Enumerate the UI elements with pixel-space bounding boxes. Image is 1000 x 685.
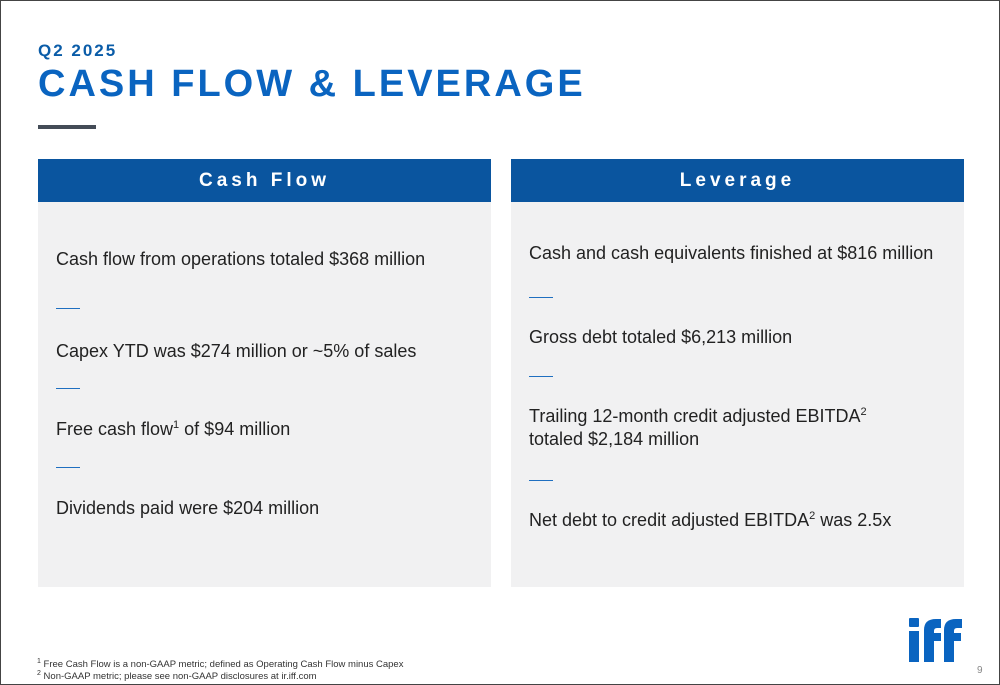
footnote-number: 2 [37,670,41,677]
separator [529,297,553,298]
leverage-item-ebitda: Trailing 12-month credit adjusted EBITDA… [529,405,946,451]
separator [56,308,80,309]
separator [529,480,553,481]
ebitda-amount: totaled $2,184 million [529,429,700,449]
leverage-panel: Leverage Cash and cash equivalents finis… [511,159,964,587]
footnote-number: 1 [37,658,41,665]
cash-flow-item-free-cash-flow: Free cash flow1 of $94 million [56,418,473,441]
separator [529,376,553,377]
net-debt-value: was 2.5x [815,510,892,530]
cash-flow-panel: Cash Flow Cash flow from operations tota… [38,159,491,587]
footnotes: 1 Free Cash Flow is a non-GAAP metric; d… [37,658,404,683]
leverage-heading: Leverage [511,159,964,202]
footnote-2: 2 Non-GAAP metric; please see non-GAAP d… [37,670,403,683]
footnote-text: Non-GAAP metric; please see non-GAAP dis… [40,671,317,682]
net-debt-text: Net debt to credit adjusted EBITDA [529,510,810,530]
cash-flow-item-capex: Capex YTD was $274 million or ~5% of sal… [56,341,417,361]
leverage-item-cash: Cash and cash equivalents finished at $8… [529,243,934,263]
separator [56,467,80,468]
footnote-ref: 2 [809,510,816,522]
cash-flow-item-dividends: Dividends paid were $204 million [56,498,320,518]
leverage-item-gross-debt: Gross debt totaled $6,213 million [529,327,793,347]
page-number: 9 [977,665,983,676]
ebitda-text: Trailing 12-month credit adjusted EBITDA [529,406,861,426]
separator [56,388,80,389]
slide-eyebrow: Q2 2025 [38,41,118,60]
cash-flow-heading: Cash Flow [38,159,491,202]
leverage-item-net-debt-ratio: Net debt to credit adjusted EBITDA2 was … [529,509,946,532]
fcf-amount: of $94 million [179,419,291,439]
footnote-text: Free Cash Flow is a non-GAAP metric; def… [40,659,404,670]
footnote-ref: 2 [860,406,867,418]
cash-flow-item-operations: Cash flow from operations totaled $368 m… [56,249,426,269]
page-title: CASH FLOW & LEVERAGE [38,63,586,105]
footnote-1: 1 Free Cash Flow is a non-GAAP metric; d… [37,658,404,671]
fcf-text: Free cash flow [56,419,174,439]
iff-logo [909,618,962,662]
title-underline [38,125,96,129]
footnote-ref: 1 [173,419,180,431]
